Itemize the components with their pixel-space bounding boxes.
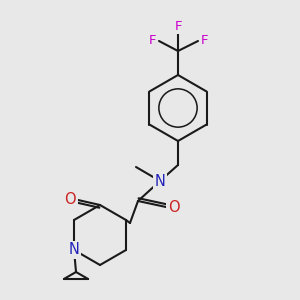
Text: O: O <box>168 200 180 214</box>
Text: N: N <box>69 242 80 257</box>
Text: F: F <box>200 34 208 47</box>
Text: F: F <box>174 20 182 32</box>
Text: N: N <box>154 173 165 188</box>
Text: F: F <box>149 34 157 47</box>
Text: O: O <box>64 193 76 208</box>
